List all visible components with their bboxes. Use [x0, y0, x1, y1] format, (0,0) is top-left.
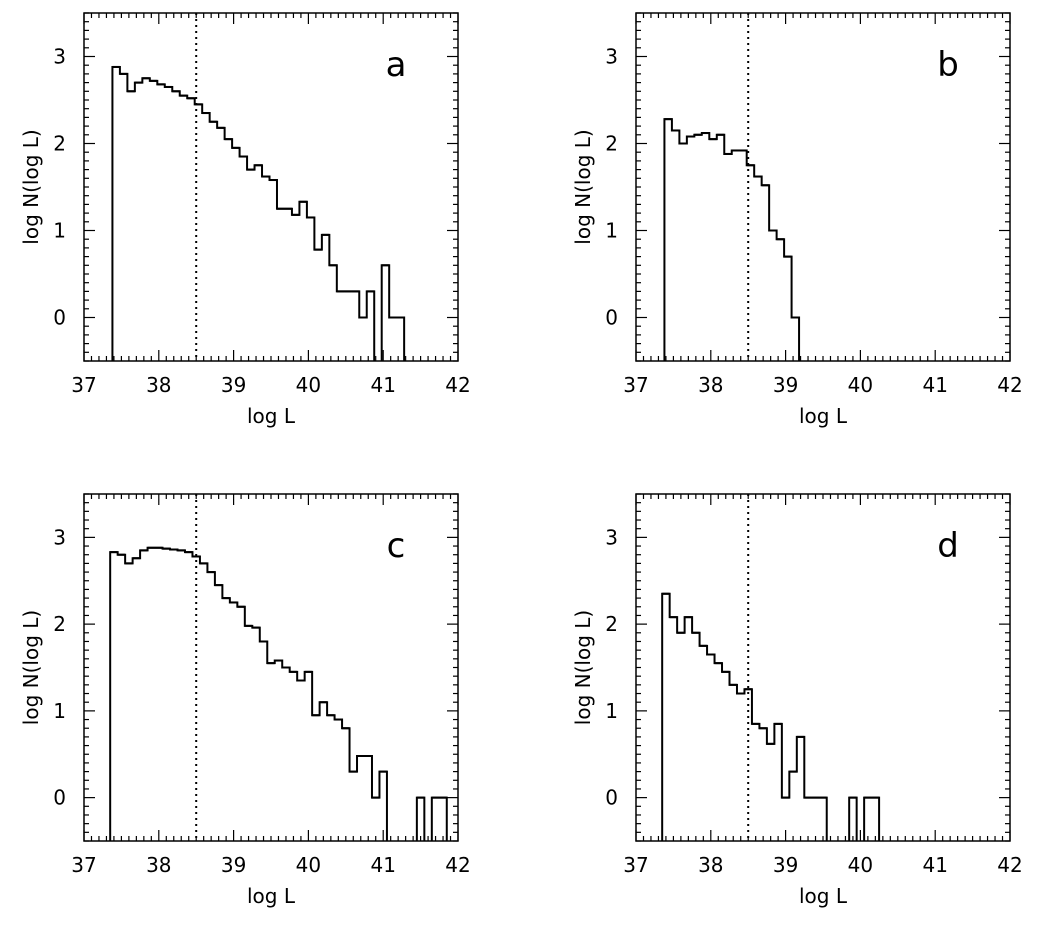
y-axis-label: log N(log L)	[19, 610, 43, 725]
panel-letter: c	[387, 526, 406, 566]
x-tick-label: 38	[698, 373, 723, 397]
y-tick-label: 0	[53, 786, 66, 810]
histogram-series	[109, 546, 388, 841]
y-tick-label: 1	[53, 219, 66, 243]
x-axis-label: log L	[799, 884, 848, 908]
histogram-series	[415, 796, 426, 841]
x-tick-label: 41	[922, 853, 947, 877]
x-axis-label: log L	[247, 404, 296, 428]
y-tick-label: 2	[605, 132, 618, 156]
x-tick-label: 41	[370, 853, 395, 877]
panel-letter: b	[937, 45, 959, 85]
y-axis-label: log N(log L)	[571, 129, 595, 244]
y-tick-label: 1	[605, 699, 618, 723]
x-tick-label: 37	[71, 853, 96, 877]
y-axis-label: log N(log L)	[571, 610, 595, 725]
x-tick-label: 38	[698, 853, 723, 877]
y-tick-label: 2	[53, 132, 66, 156]
y-tick-label: 0	[605, 306, 618, 330]
x-tick-label: 37	[71, 373, 96, 397]
x-tick-label: 39	[221, 373, 246, 397]
panel-d: 37 38 39 40 41 42 0 1 2 3 log L log N(log L) d	[571, 493, 1023, 908]
x-tick-label: 39	[773, 373, 798, 397]
y-tick-label: 3	[605, 45, 618, 69]
y-tick-label: 3	[53, 45, 66, 69]
x-tick-label: 38	[146, 853, 171, 877]
y-tick-label: 0	[53, 306, 66, 330]
x-tick-label: 42	[997, 373, 1022, 397]
y-tick-label: 3	[605, 525, 618, 549]
x-tick-label: 40	[296, 373, 321, 397]
x-axis-label: log L	[247, 884, 296, 908]
histogram-series	[661, 592, 828, 841]
x-tick-label: 37	[623, 373, 648, 397]
panel-letter: d	[937, 526, 959, 566]
panel-letter: a	[386, 45, 407, 85]
histogram-series	[848, 796, 858, 841]
x-tick-label: 41	[370, 373, 395, 397]
y-tick-label: 2	[605, 612, 618, 636]
x-tick-label: 42	[445, 853, 470, 877]
x-tick-label: 42	[997, 853, 1022, 877]
x-tick-label: 40	[848, 853, 873, 877]
y-tick-label: 1	[53, 699, 66, 723]
x-tick-label: 39	[773, 853, 798, 877]
y-tick-label: 3	[53, 525, 66, 549]
y-tick-label: 0	[605, 786, 618, 810]
panel-c: 37 38 39 40 41 42 0 1 2 3 log L log N(log L) c	[19, 493, 471, 908]
y-tick-label: 1	[605, 219, 618, 243]
x-tick-label: 40	[848, 373, 873, 397]
panel-a: 37 38 39 40 41 42 0 1 2 3 log L log N(log L) a	[19, 12, 471, 428]
x-tick-label: 40	[296, 853, 321, 877]
y-tick-label: 2	[53, 612, 66, 636]
histogram-series	[863, 796, 881, 841]
histogram-series	[430, 796, 448, 841]
x-tick-label: 41	[922, 373, 947, 397]
panel-b: 37 38 39 40 41 42 0 1 2 3 log L log N(log L) b	[571, 12, 1023, 428]
x-tick-label: 37	[623, 853, 648, 877]
x-axis-label: log L	[799, 404, 848, 428]
histogram-series	[111, 65, 376, 361]
x-tick-label: 42	[445, 373, 470, 397]
y-axis-label: log N(log L)	[19, 129, 43, 244]
x-tick-label: 38	[146, 373, 171, 397]
x-tick-label: 39	[221, 853, 246, 877]
histogram-series	[380, 264, 406, 361]
